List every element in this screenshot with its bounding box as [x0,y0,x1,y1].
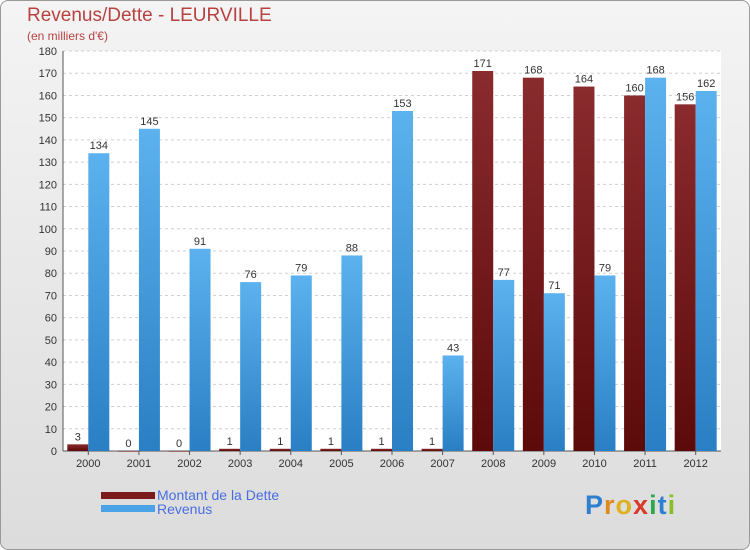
y-tick-label: 110 [39,202,57,214]
y-tick-label: 150 [39,113,57,125]
data-label-revenus: 79 [599,262,611,274]
bar-revenus [493,279,515,451]
x-tick-label: 2010 [582,458,606,470]
data-label-revenus: 145 [140,116,158,128]
chart-subtitle: (en milliers d'€) [27,29,108,43]
data-label-revenus: 77 [498,267,510,279]
data-label-dette: 0 [125,438,131,450]
bar-dette [472,71,494,451]
data-label-dette: 1 [227,436,233,448]
bar-revenus [442,355,464,451]
proxiti-logo: Proxiti [585,490,677,520]
data-label-dette: 1 [277,436,283,448]
bar-revenus [189,248,211,451]
y-tick-label: 60 [45,313,57,325]
data-label-revenus: 91 [194,236,206,248]
bar-revenus [138,128,160,451]
data-label-dette: 160 [625,82,643,94]
data-label-dette: 1 [429,436,435,448]
bar-dette [573,86,595,452]
data-label-dette: 0 [176,438,182,450]
data-label-revenus: 79 [295,262,307,274]
x-tick-label: 2012 [683,458,707,470]
bar-revenus [341,255,363,451]
chart-title: Revenus/Dette - LEURVILLE [27,5,272,26]
data-label-dette: 1 [328,436,334,448]
y-tick-label: 0 [51,446,57,458]
data-label-dette: 1 [378,436,384,448]
y-tick-label: 130 [39,157,57,169]
y-tick-label: 40 [45,357,57,369]
y-tick-label: 170 [39,68,57,80]
bar-revenus [543,293,565,451]
y-tick-label: 90 [45,246,57,258]
bar-dette [67,444,89,451]
bar-dette [371,448,392,451]
data-label-revenus: 168 [646,65,664,77]
bar-dette [269,448,291,451]
x-tick-label: 2002 [177,458,201,470]
y-tick-label: 160 [39,90,57,102]
bar-revenus [594,275,616,451]
x-tick-label: 2003 [228,458,252,470]
x-tick-label: 2008 [481,458,505,470]
y-tick-label: 70 [45,290,57,302]
legend-swatch-revenus [101,505,155,512]
data-label-revenus: 76 [245,269,257,281]
legend-label-revenus: Revenus [157,501,213,517]
data-label-revenus: 153 [393,98,411,110]
bar-dette [624,95,646,451]
x-tick-label: 2007 [430,458,454,470]
bar-revenus [290,275,312,451]
legend-swatch-dette [101,492,155,499]
bar-dette [320,448,342,451]
x-tick-label: 2006 [380,458,404,470]
data-label-dette: 164 [575,74,593,86]
data-label-revenus: 88 [346,242,358,254]
x-tick-label: 2009 [532,458,556,470]
bar-revenus [695,91,717,451]
data-label-revenus: 162 [697,78,715,90]
legend-label-dette: Montant de la Dette [157,487,280,503]
bar-dette [168,451,190,452]
data-label-revenus: 134 [90,140,108,152]
data-label-dette: 171 [474,58,492,70]
bar-dette [117,451,139,452]
y-tick-label: 120 [39,179,57,191]
x-tick-label: 2005 [329,458,353,470]
y-tick-label: 50 [45,335,57,347]
y-tick-label: 140 [39,135,57,147]
data-label-dette: 156 [676,91,694,103]
bar-dette [522,77,544,452]
x-tick-label: 2001 [127,458,151,470]
x-tick-label: 2011 [633,458,657,470]
data-label-revenus: 71 [548,280,560,292]
data-label-revenus: 43 [447,342,459,354]
y-tick-label: 80 [45,268,57,280]
y-tick-label: 180 [39,46,57,58]
bar-revenus [392,111,413,451]
bar-revenus [88,153,110,451]
y-tick-label: 20 [45,402,57,414]
y-tick-label: 100 [39,224,57,236]
bar-dette [219,448,241,451]
bar-dette [674,104,696,451]
x-tick-label: 2000 [76,458,100,470]
y-tick-label: 30 [45,379,57,391]
data-label-dette: 3 [75,431,81,443]
bar-dette [421,448,443,451]
bar-revenus [645,77,667,452]
x-tick-label: 2004 [279,458,303,470]
y-tick-label: 10 [45,424,57,436]
bar-revenus [240,282,262,451]
data-label-dette: 168 [524,65,542,77]
